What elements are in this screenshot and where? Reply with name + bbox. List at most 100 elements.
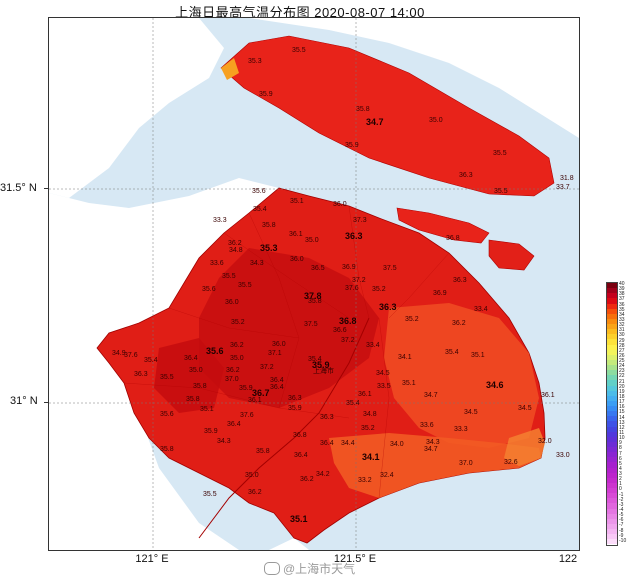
hot-core — [199, 248, 379, 408]
station-value: 35.8 — [256, 448, 270, 455]
station-value: 34.0 — [390, 441, 404, 448]
legend-level-label: -9 — [619, 532, 624, 539]
southeast-cool-zone — [329, 433, 541, 498]
station-value: 35.1 — [402, 380, 416, 387]
station-value: 37.6 — [240, 412, 254, 419]
legend-color-cell — [607, 534, 617, 540]
station-value: 34.3 — [217, 438, 231, 445]
legend-color-cell — [607, 421, 617, 427]
station-value: 36.4 — [184, 355, 198, 362]
legend-level-label: 8 — [619, 445, 622, 452]
legend-color-cell — [607, 288, 617, 294]
legend-level-label: 1 — [619, 481, 622, 488]
legend-color-cell — [607, 411, 617, 417]
station-value: 33.3 — [213, 217, 227, 224]
station-value: 36.8 — [293, 432, 307, 439]
temperature-color-legend — [606, 282, 618, 546]
legend-level-label: 14 — [619, 414, 625, 421]
station-value: 36.1 — [358, 391, 372, 398]
station-value: 36.4 — [320, 440, 334, 447]
land-west — [49, 178, 279, 550]
weibo-icon — [264, 562, 280, 575]
station-value: 35.8 — [356, 106, 370, 113]
legend-color-cell — [607, 334, 617, 340]
legend-level-label: -5 — [619, 512, 624, 519]
legend-level-label: 20 — [619, 383, 625, 390]
legend-color-cell — [607, 339, 617, 345]
legend-level-label: 31 — [619, 327, 625, 334]
legend-color-cell — [607, 329, 617, 335]
station-value: 37.5 — [304, 321, 318, 328]
legend-color-cell — [607, 406, 617, 412]
legend-level-label: 2 — [619, 476, 622, 483]
legend-level-label: 0 — [619, 486, 622, 493]
legend-level-label: 5 — [619, 460, 622, 467]
legend-color-cell — [607, 498, 617, 504]
map-canvas — [49, 18, 579, 550]
station-value: 35.8 — [193, 383, 207, 390]
station-value: 35.0 — [230, 355, 244, 362]
legend-level-label: 19 — [619, 388, 625, 395]
station-value: 36.0 — [225, 299, 239, 306]
station-value: 36.6 — [333, 327, 347, 334]
station-value: 33.3 — [454, 426, 468, 433]
station-value: 33.6 — [420, 422, 434, 429]
station-value: 35.6 — [206, 346, 224, 356]
legend-color-cell — [607, 518, 617, 524]
station-value: 37.6 — [124, 352, 138, 359]
legend-color-cell — [607, 385, 617, 391]
station-value: 34.5 — [518, 405, 532, 412]
station-value: 35.6 — [252, 188, 266, 195]
legend-level-label: 18 — [619, 394, 625, 401]
legend-level-label: 4 — [619, 465, 622, 472]
station-value: 33.6 — [210, 260, 224, 267]
station-value: 37.3 — [353, 217, 367, 224]
legend-color-cell — [607, 426, 617, 432]
station-value: 36.3 — [288, 395, 302, 402]
station-value: 33.4 — [366, 342, 380, 349]
legend-level-label: -2 — [619, 496, 624, 503]
legend-level-label: 10 — [619, 435, 625, 442]
lon-label-121: 121° E — [135, 553, 169, 565]
station-value: 35.2 — [361, 425, 375, 432]
legend-level-label: 25 — [619, 358, 625, 365]
station-value: 34.3 — [250, 260, 264, 267]
legend-level-label: 30 — [619, 332, 625, 339]
legend-level-label: 37 — [619, 296, 625, 303]
station-value: 35.1 — [471, 352, 485, 359]
legend-level-label: 36 — [619, 301, 625, 308]
station-value: 31.8 — [560, 175, 574, 182]
station-value: 35.1 — [290, 198, 304, 205]
legend-level-label: 32 — [619, 322, 625, 329]
legend-color-cell — [607, 359, 617, 365]
huangpu-river — [198, 317, 370, 539]
legend-level-label: 15 — [619, 409, 625, 416]
station-value: 36.2 — [228, 240, 242, 247]
legend-color-cell — [607, 436, 617, 442]
changxing-island — [396, 207, 490, 244]
station-value: 36.9 — [342, 264, 356, 271]
station-value: 35.9 — [239, 385, 253, 392]
hot-core-2 — [154, 338, 224, 413]
legend-color-cell — [607, 324, 617, 330]
station-value: 35.5 — [222, 273, 236, 280]
station-value: 37.8 — [304, 291, 322, 301]
legend-level-label: 24 — [619, 363, 625, 370]
legend-color-cell — [607, 313, 617, 319]
station-value: 35.5 — [494, 188, 508, 195]
station-value: 34.8 — [229, 247, 243, 254]
legend-level-label: 34 — [619, 311, 625, 318]
legend-level-label: 22 — [619, 373, 625, 380]
legend-color-cell — [607, 380, 617, 386]
station-value: 37.2 — [352, 277, 366, 284]
chongming-hot-spot — [221, 58, 239, 80]
lat-label-31-5: 31.5° N — [0, 182, 37, 194]
legend-level-label: 3 — [619, 471, 622, 478]
legend-color-cell — [607, 493, 617, 499]
legend-color-cell — [607, 462, 617, 468]
station-value: 35.9 — [288, 405, 302, 412]
station-value: 36.3 — [345, 231, 363, 241]
lat-label-31: 31° N — [10, 395, 38, 407]
legend-level-label: 13 — [619, 419, 625, 426]
legend-color-cell — [607, 303, 617, 309]
